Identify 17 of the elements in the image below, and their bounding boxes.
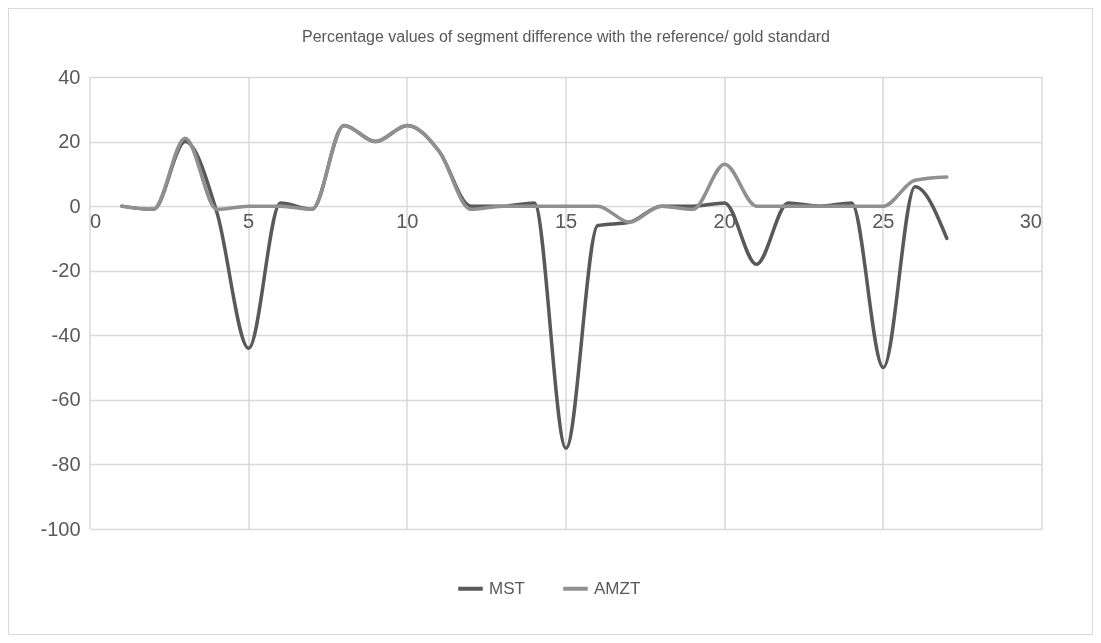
y-tick-label: 20 <box>58 130 81 153</box>
y-tick-label: -40 <box>51 323 81 346</box>
y-tick-label: 40 <box>58 65 81 88</box>
legend-label: AMZT <box>594 578 641 598</box>
y-tick-label: 0 <box>69 194 81 217</box>
y-tick-label: -100 <box>40 517 81 540</box>
chart-title: Percentage values of segment difference with the reference/ gold standard <box>301 28 831 45</box>
x-tick-label: 0 <box>90 210 102 233</box>
x-tick-label: 15 <box>554 210 578 233</box>
y-tick-label: -60 <box>51 388 81 411</box>
legend-label: MST <box>489 578 525 598</box>
x-tick-label: 25 <box>872 210 895 233</box>
x-tick-label: 30 <box>1019 210 1042 233</box>
y-tick-label: -80 <box>51 452 81 475</box>
y-tick-label: -20 <box>51 259 81 282</box>
x-tick-label: 10 <box>396 210 419 233</box>
x-tick-label: 5 <box>243 210 255 233</box>
